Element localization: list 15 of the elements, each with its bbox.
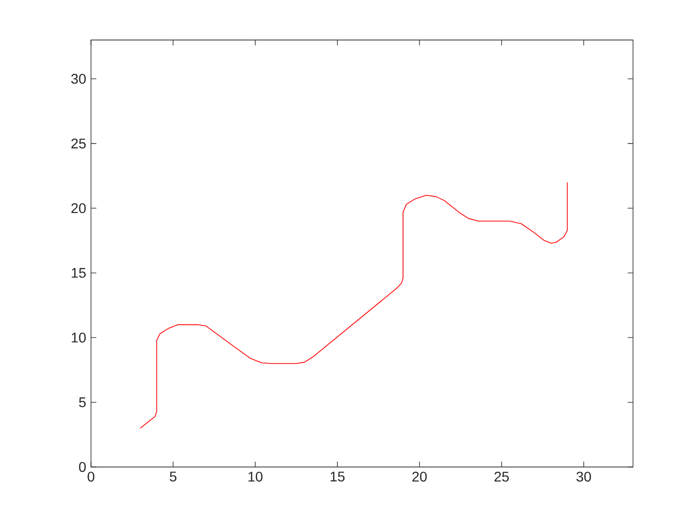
x-tick-label: 25: [494, 472, 509, 482]
y-tick-label: 5: [79, 397, 86, 408]
y-tick-label: 0: [79, 462, 86, 472]
x-tick-label: 15: [330, 472, 345, 482]
y-tick-label: 25: [71, 138, 86, 148]
x-tick-label: 30: [576, 472, 591, 482]
y-tick-label: 30: [71, 74, 86, 84]
x-tick-label: 10: [248, 472, 262, 482]
x-tick-label: 20: [412, 472, 427, 482]
line-series: [140, 182, 568, 429]
x-tick-label: 0: [88, 472, 94, 482]
y-tick-label: 15: [72, 268, 86, 278]
y-tick-label: 10: [72, 332, 86, 343]
x-tick-label: 5: [170, 472, 176, 482]
y-tick-label: 20: [71, 203, 86, 214]
